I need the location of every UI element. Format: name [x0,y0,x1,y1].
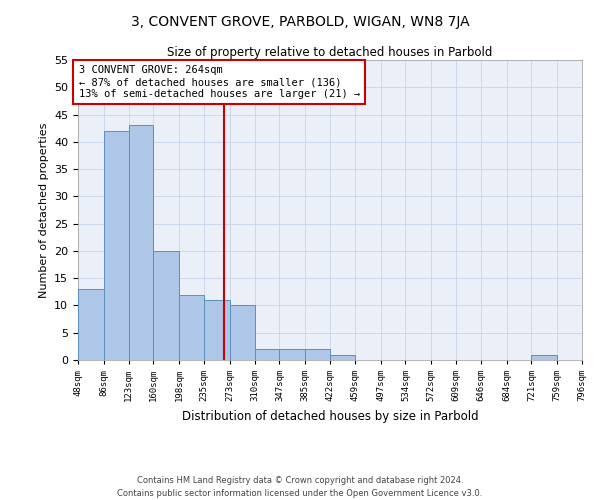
X-axis label: Distribution of detached houses by size in Parbold: Distribution of detached houses by size … [182,410,478,422]
Text: Contains HM Land Registry data © Crown copyright and database right 2024.
Contai: Contains HM Land Registry data © Crown c… [118,476,482,498]
Bar [78,289,104,360]
Text: 3, CONVENT GROVE, PARBOLD, WIGAN, WN8 7JA: 3, CONVENT GROVE, PARBOLD, WIGAN, WN8 7J… [131,15,469,29]
Title: Size of property relative to detached houses in Parbold: Size of property relative to detached ho… [167,46,493,59]
Bar [230,306,254,360]
Y-axis label: Number of detached properties: Number of detached properties [38,122,49,298]
Bar [532,354,557,360]
Bar [179,294,204,360]
Bar [128,126,154,360]
Bar [204,300,230,360]
Bar [305,349,330,360]
Bar [280,349,305,360]
Bar [254,349,280,360]
Bar [154,251,179,360]
Bar [330,354,355,360]
Bar [104,131,128,360]
Text: 3 CONVENT GROVE: 264sqm
← 87% of detached houses are smaller (136)
13% of semi-d: 3 CONVENT GROVE: 264sqm ← 87% of detache… [79,66,360,98]
